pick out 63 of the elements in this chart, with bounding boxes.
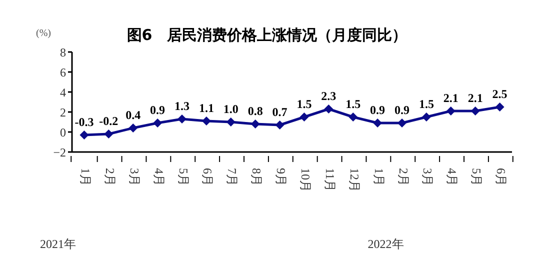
y-tick-label: 4 [60, 85, 66, 100]
x-tick-label: 8月 [250, 168, 264, 186]
text: 2021年 [40, 236, 76, 253]
point [80, 130, 89, 140]
x-tick-label: 6月 [494, 168, 508, 186]
y-tick-label: 0 [60, 125, 66, 140]
data-label: 0.4 [126, 108, 141, 122]
data-label: 0.7 [272, 105, 288, 119]
point [300, 112, 309, 122]
point [348, 112, 358, 122]
x-tick-label: 10月 [298, 168, 312, 192]
x-tick-label: 5月 [470, 168, 484, 186]
data-label: 2.5 [492, 87, 508, 101]
x-tick-label: 1月 [372, 168, 386, 186]
data-label: 0.9 [370, 103, 386, 117]
data-label: 1.5 [418, 97, 434, 111]
point [446, 106, 456, 116]
x-tick-label: 9月 [274, 168, 288, 186]
point [422, 112, 431, 122]
data-label: 2.1 [468, 91, 483, 105]
x-tick-label: 4月 [445, 168, 460, 186]
x-tick-label: 4月 [152, 168, 166, 186]
x-tick-label: 2月 [396, 168, 410, 186]
data-label: 0.9 [394, 103, 410, 117]
y-tick-label: 6 [60, 65, 66, 80]
point [178, 114, 186, 124]
point [470, 106, 480, 116]
data-label: -0.2 [99, 114, 118, 128]
x-tick-label: 7月 [225, 168, 240, 186]
x-tick-label: 6月 [200, 168, 215, 186]
data-label: 0.9 [150, 103, 166, 117]
y-tick-label: 8 [60, 45, 66, 60]
point [398, 118, 406, 128]
data-label: 1.1 [198, 101, 214, 115]
point [250, 120, 260, 128]
data-label: 2.3 [321, 89, 336, 103]
data-label: -0.3 [74, 115, 94, 129]
x-tick-label: 2月 [102, 168, 117, 186]
data-label: 1.5 [296, 97, 312, 111]
point [495, 102, 504, 112]
text: 2022年 [368, 236, 404, 253]
data-label: 1.3 [174, 99, 190, 113]
x-tick-label: 11月 [322, 168, 337, 192]
point [275, 120, 284, 130]
data-label: 2.1 [443, 91, 458, 105]
point [153, 118, 162, 128]
y-tick-label: −2 [53, 145, 66, 160]
x-tick-label: 5月 [176, 168, 190, 186]
data-label: 1.5 [346, 97, 361, 111]
point [104, 130, 114, 138]
x-tick-label: 3月 [420, 168, 435, 186]
chart-title: 图6 居民消费价格上涨情况（月度同比） [126, 26, 408, 44]
point [202, 116, 211, 126]
point [128, 124, 138, 132]
x-tick-label: 12月 [347, 168, 362, 192]
x-tick-label: 3月 [127, 168, 142, 186]
y-tick-label: 2 [60, 105, 66, 120]
point [324, 104, 334, 114]
data-label: 1.0 [223, 102, 238, 116]
data-label: 0.8 [248, 104, 263, 118]
x-tick-label: 1月 [78, 168, 92, 186]
y-axis-title: (%) [36, 28, 51, 39]
point [226, 118, 236, 126]
